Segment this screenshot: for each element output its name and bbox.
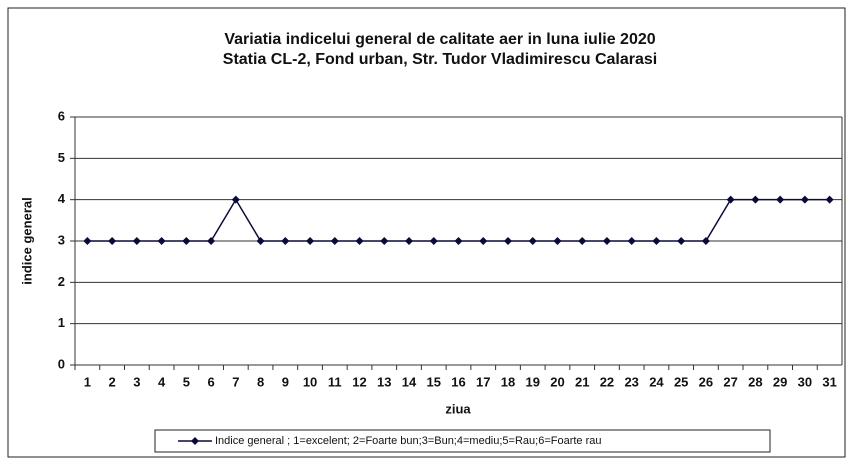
y-tick-label: 4 xyxy=(58,191,66,206)
x-tick-label: 23 xyxy=(624,374,638,389)
legend-marker xyxy=(191,437,199,445)
x-tick-label: 28 xyxy=(748,374,762,389)
x-tick-label: 26 xyxy=(699,374,713,389)
chart-title: Variatia indicelui general de calitate a… xyxy=(224,31,655,48)
x-tick-label: 10 xyxy=(303,374,317,389)
marker xyxy=(800,195,809,204)
x-tick-label: 14 xyxy=(402,374,417,389)
marker xyxy=(553,237,562,245)
y-tick-label: 2 xyxy=(58,274,65,289)
marker xyxy=(479,237,488,245)
x-tick-label: 15 xyxy=(427,374,441,389)
marker xyxy=(207,237,216,245)
y-tick-label: 3 xyxy=(58,232,65,247)
marker xyxy=(330,237,339,245)
x-tick-label: 7 xyxy=(232,374,239,389)
marker xyxy=(231,195,240,204)
x-tick-label: 25 xyxy=(674,374,688,389)
x-tick-label: 3 xyxy=(133,374,140,389)
x-tick-label: 4 xyxy=(158,374,166,389)
marker xyxy=(182,237,191,245)
y-axis-label: indice general xyxy=(19,197,34,284)
y-tick-label: 6 xyxy=(58,108,65,123)
x-tick-label: 21 xyxy=(575,374,589,389)
x-tick-label: 9 xyxy=(282,374,289,389)
marker xyxy=(528,237,537,245)
x-tick-label: 12 xyxy=(352,374,366,389)
x-tick-label: 5 xyxy=(183,374,190,389)
marker xyxy=(751,195,760,204)
marker xyxy=(503,237,512,245)
marker xyxy=(825,195,834,204)
x-tick-label: 19 xyxy=(525,374,539,389)
x-tick-label: 30 xyxy=(798,374,812,389)
legend-box xyxy=(154,429,771,453)
marker xyxy=(380,237,389,245)
marker xyxy=(627,237,636,245)
marker xyxy=(132,237,141,245)
marker xyxy=(701,237,710,245)
x-tick-label: 13 xyxy=(377,374,391,389)
marker xyxy=(405,237,414,245)
marker xyxy=(602,237,611,245)
marker xyxy=(454,237,463,245)
marker xyxy=(776,195,785,204)
marker xyxy=(726,195,735,204)
x-tick-label: 18 xyxy=(501,374,515,389)
marker xyxy=(578,237,587,245)
y-tick-label: 1 xyxy=(58,315,65,330)
x-tick-label: 17 xyxy=(476,374,490,389)
y-tick-label: 5 xyxy=(58,150,65,165)
x-tick-label: 22 xyxy=(600,374,614,389)
x-axis-label: ziua xyxy=(445,401,471,416)
x-tick-label: 8 xyxy=(257,374,264,389)
y-tick-label: 0 xyxy=(58,356,65,371)
x-tick-label: 1 xyxy=(84,374,91,389)
x-tick-label: 2 xyxy=(108,374,115,389)
chart-subtitle: Statia CL-2, Fond urban, Str. Tudor Vlad… xyxy=(223,51,657,68)
marker xyxy=(306,237,315,245)
x-tick-label: 27 xyxy=(723,374,737,389)
x-tick-label: 24 xyxy=(649,374,664,389)
legend-label: Indice general ; 1=excelent; 2=Foarte bu… xyxy=(215,435,602,447)
x-tick-label: 20 xyxy=(550,374,564,389)
x-tick-label: 16 xyxy=(451,374,465,389)
x-tick-label: 31 xyxy=(822,374,836,389)
marker xyxy=(355,237,364,245)
x-tick-label: 6 xyxy=(207,374,214,389)
marker xyxy=(157,237,166,245)
marker xyxy=(677,237,686,245)
marker xyxy=(108,237,117,245)
x-tick-label: 11 xyxy=(328,374,342,389)
x-tick-label: 29 xyxy=(773,374,787,389)
chart-frame xyxy=(7,7,846,458)
marker xyxy=(281,237,290,245)
marker xyxy=(652,237,661,245)
marker xyxy=(429,237,438,245)
marker xyxy=(83,237,92,245)
marker xyxy=(256,237,265,245)
